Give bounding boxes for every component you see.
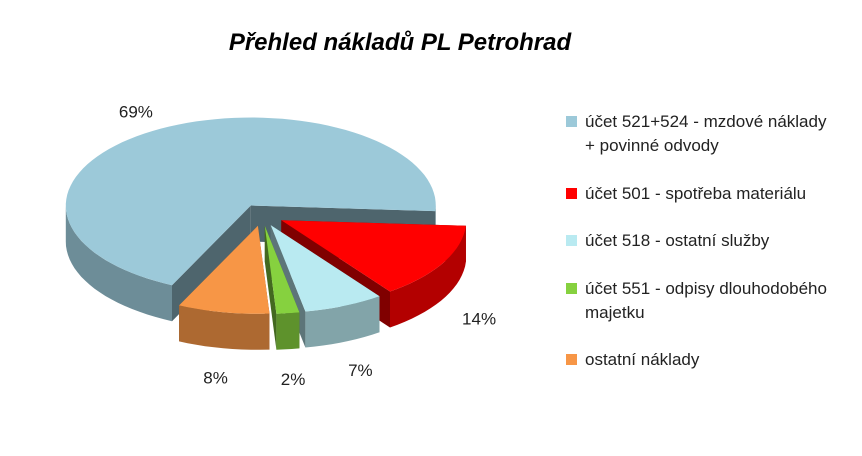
legend-swatch	[566, 187, 577, 199]
slice	[270, 225, 380, 312]
legend-item: účet 501 - spotřeba materiálu	[566, 182, 836, 206]
value-label: 14%	[462, 310, 496, 329]
legend-label: účet 518 - ostatní služby	[585, 231, 770, 250]
slice-wall	[305, 296, 380, 348]
legend-label: ostatní náklady	[585, 350, 700, 369]
slice	[179, 225, 270, 314]
legend-label: účet 521+524 - mzdové náklady + povinné …	[585, 112, 827, 155]
slice-side	[172, 205, 251, 322]
slice	[65, 117, 436, 286]
slice-wall	[390, 225, 466, 328]
slice-wall	[276, 312, 300, 350]
slice-wall	[65, 205, 172, 322]
legend-swatch	[566, 282, 577, 294]
legend-item: ostatní náklady	[566, 348, 836, 372]
value-label: 69%	[119, 103, 153, 122]
legend-swatch	[566, 116, 577, 127]
value-label: 7%	[348, 361, 373, 380]
legend-item: účet 551 - odpisy dlouhodobého majetku	[566, 277, 836, 325]
legend-label: účet 501 - spotřeba materiálu	[585, 183, 807, 203]
legend-swatch	[566, 354, 577, 365]
value-label: 2%	[281, 370, 306, 389]
slice	[281, 220, 466, 292]
legend: účet 521+524 - mzdové náklady + povinné …	[566, 110, 836, 372]
legend-swatch	[566, 235, 577, 246]
slice	[264, 225, 300, 314]
slice-wall	[179, 305, 270, 350]
value-label: 8%	[203, 369, 228, 388]
legend-label: účet 551 - odpisy dlouhodobého majetku	[585, 278, 827, 322]
slice-side	[264, 225, 277, 350]
legend-item: účet 518 - ostatní služby	[566, 229, 836, 253]
legend-item: účet 521+524 - mzdové náklady + povinné …	[566, 110, 836, 158]
chart-title: Přehled nákladů PL Petrohrad	[229, 29, 573, 56]
